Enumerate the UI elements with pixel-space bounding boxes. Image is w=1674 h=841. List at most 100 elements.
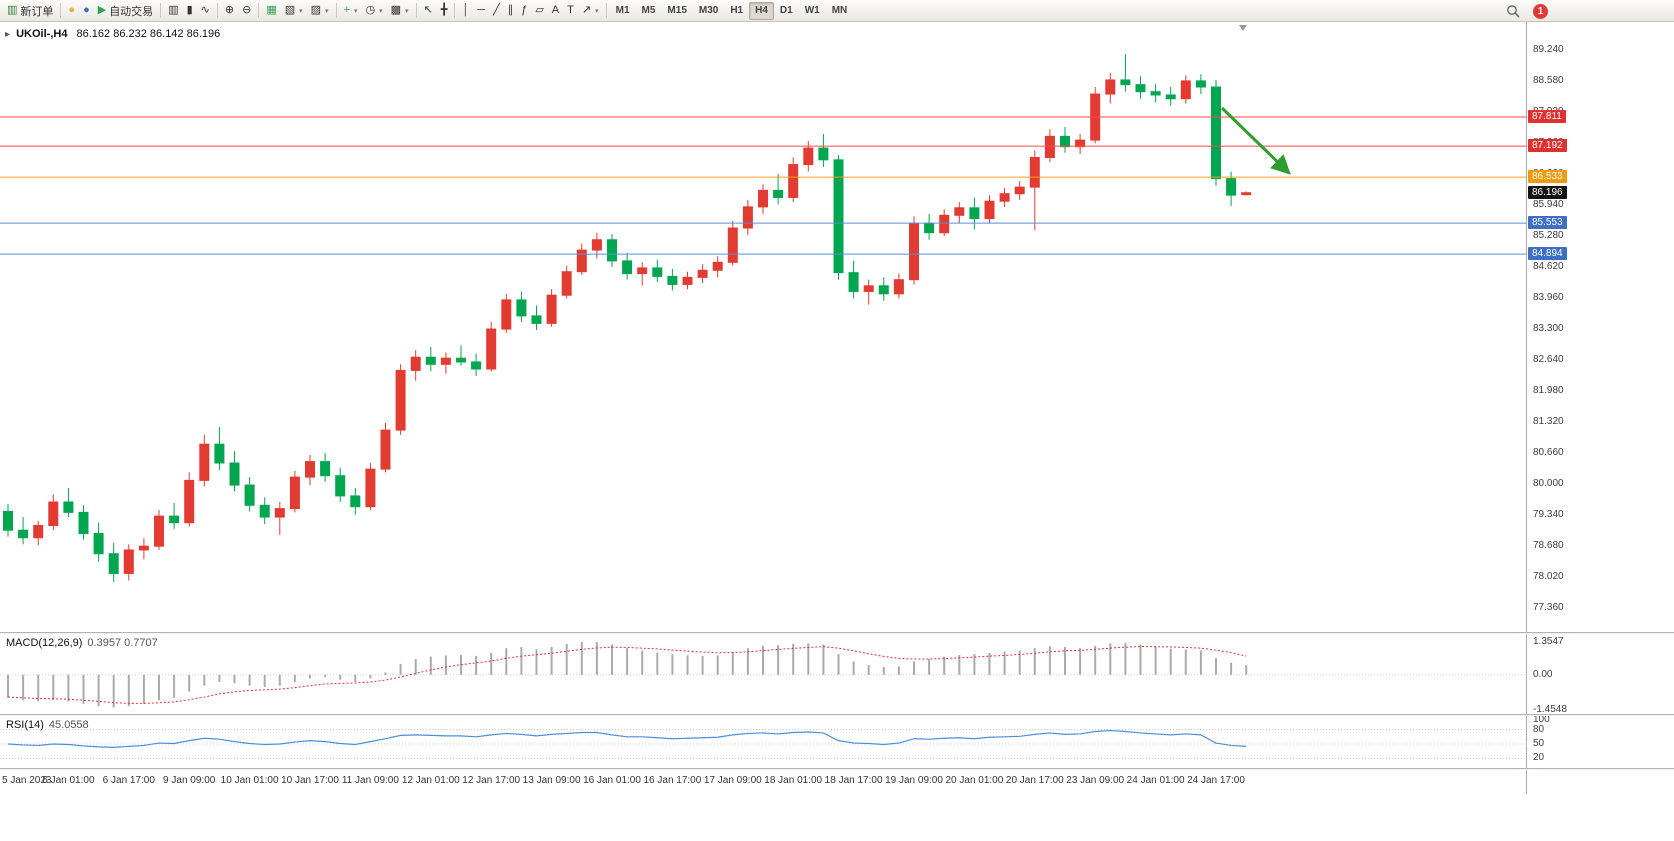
candle-body xyxy=(1211,86,1221,180)
toolbar-separator xyxy=(160,3,162,18)
macd-scale-tick: 0.00 xyxy=(1533,668,1553,680)
candle-body xyxy=(108,553,119,574)
timeframe-h4[interactable]: H4 xyxy=(749,1,774,20)
vertical-line-button[interactable]: │ xyxy=(458,1,473,20)
text-icon: A xyxy=(551,4,560,16)
macd-canvas[interactable] xyxy=(0,634,1526,714)
candle-body xyxy=(622,260,633,275)
candle-body xyxy=(63,501,74,513)
bar-chart-icon: ▥ xyxy=(168,4,179,16)
candle-body xyxy=(456,357,466,363)
templates-icon: ▩ xyxy=(390,4,402,16)
profiles-button[interactable]: ▨ ▾ xyxy=(307,1,333,20)
candle-body xyxy=(697,269,708,278)
toolbar: ▥ 新订单 ● ● ▶ 自动交易 ▥ ▮ ∿ ⊕ ⊖ ▦ ▧ ▾ ▨ ▾ + ▾ ◷ ▾ ▩ ▾ ↖ ╋ │ ─ ╱ ∥ ƒ ▱ A T ↗ ▾ … xyxy=(0,0,1674,22)
label-button[interactable]: T xyxy=(563,1,578,20)
time-axis[interactable]: 5 Jan 2023 6 Jan 01:00 6 Jan 17:00 9 Jan 09… xyxy=(0,770,1526,794)
rsi-name: RSI(14) xyxy=(6,719,44,731)
candle-body xyxy=(999,193,1010,202)
timeframe-d1[interactable]: D1 xyxy=(779,5,793,16)
time-label: 6 Jan 01:00 xyxy=(42,775,95,786)
bar-chart-button[interactable]: ▥ xyxy=(164,1,182,20)
line-chart-button[interactable]: ∿ xyxy=(197,1,214,20)
candle-body xyxy=(833,159,844,274)
auto-trading-button[interactable]: ▶ 自动交易 xyxy=(94,1,157,20)
candle-body xyxy=(607,239,617,262)
macd-values: 0.3957 0.7707 xyxy=(87,637,158,649)
panel-separator[interactable] xyxy=(0,768,1674,770)
candle-body xyxy=(1226,178,1237,196)
time-label: 20 Jan 17:00 xyxy=(1005,775,1064,786)
chevron-down-icon: ▾ xyxy=(405,7,409,15)
price-level-tag: 84.894 xyxy=(1528,247,1567,261)
timeframe-m15[interactable]: M15 xyxy=(667,5,687,16)
horizontal-line-icon: ─ xyxy=(477,4,486,16)
candle-body xyxy=(18,529,29,539)
candle-body xyxy=(1105,79,1116,95)
panel-separator[interactable] xyxy=(0,714,1674,716)
candle-body xyxy=(410,356,421,371)
indicators-button[interactable]: + ▾ xyxy=(340,1,362,20)
accounts-icon: ● xyxy=(83,4,90,16)
price-tick: 85.280 xyxy=(1533,229,1564,241)
macd-label: MACD(12,26,9) 0.3957 0.7707 xyxy=(6,637,158,649)
candle-body xyxy=(758,189,768,208)
cursor-button[interactable]: ↖ xyxy=(420,1,437,20)
price-level-tag: 87.811 xyxy=(1528,110,1566,124)
zoom-in-button[interactable]: ⊕ xyxy=(221,1,238,20)
crosshair-button[interactable]: ╋ xyxy=(437,1,452,20)
time-label: 5 Jan 2023 xyxy=(2,775,52,786)
new-chart-button[interactable]: ▧ ▾ xyxy=(281,1,307,20)
main-chart-canvas[interactable] xyxy=(0,22,1526,632)
price-level-tag: 86.533 xyxy=(1528,170,1567,184)
candlestick-chart-button[interactable]: ▮ xyxy=(183,1,197,20)
timeframe-w1[interactable]: W1 xyxy=(804,5,820,16)
accounts-button[interactable]: ● xyxy=(79,1,94,20)
panel-separator[interactable] xyxy=(0,632,1674,634)
time-label: 19 Jan 09:00 xyxy=(885,775,943,786)
timeframe-m1[interactable]: M1 xyxy=(615,5,630,16)
arrows-button[interactable]: ↗ ▾ xyxy=(578,1,603,20)
shapes-button[interactable]: ▱ xyxy=(531,1,547,20)
search-icon[interactable] xyxy=(1506,4,1521,19)
one-click-trading-toggle[interactable]: ▸ xyxy=(5,29,11,40)
notification-badge[interactable]: 1 xyxy=(1533,3,1548,19)
vertical-line-icon: │ xyxy=(462,4,470,16)
timeframe-mn[interactable]: MN xyxy=(831,5,848,16)
timeframe-m5[interactable]: M5 xyxy=(641,5,656,16)
rsi-label: RSI(14) 45.0558 xyxy=(6,719,89,731)
timeframe-h1[interactable]: H1 xyxy=(730,5,744,16)
trendline-button[interactable]: ╱ xyxy=(489,1,504,20)
trend-arrow-annotation[interactable] xyxy=(1220,106,1291,175)
price-tick: 79.340 xyxy=(1533,509,1564,521)
periods-button[interactable]: ◷ ▾ xyxy=(362,1,387,20)
tile-windows-button[interactable]: ▦ xyxy=(262,1,280,20)
candle-body xyxy=(320,461,331,477)
text-button[interactable]: A xyxy=(548,1,563,20)
rsi-canvas[interactable] xyxy=(0,716,1526,768)
rsi-scale-tick: 50 xyxy=(1533,738,1545,749)
price-tick: 80.000 xyxy=(1533,478,1564,490)
templates-button[interactable]: ▩ ▾ xyxy=(387,1,413,20)
horizontal-line-button[interactable]: ─ xyxy=(473,1,489,20)
chevron-down-icon: ▾ xyxy=(379,7,383,15)
candle-body xyxy=(682,276,693,285)
timeframe-m30[interactable]: M30 xyxy=(698,5,719,16)
time-label: 17 Jan 09:00 xyxy=(703,775,762,786)
time-label: 12 Jan 17:00 xyxy=(462,775,521,786)
price-tick: 83.960 xyxy=(1533,292,1564,304)
equidistant-channel-button[interactable]: ∥ xyxy=(504,1,518,20)
price-scale[interactable]: 89.24088.58087.92087.26086.60085.94085.2… xyxy=(1526,22,1674,794)
price-tick: 81.980 xyxy=(1533,385,1564,397)
toolbar-separator xyxy=(258,3,260,18)
alerts-button[interactable]: ● xyxy=(64,1,79,20)
candle-body xyxy=(969,207,980,220)
fibonacci-button[interactable]: ƒ xyxy=(517,1,531,20)
chart-header: ▸ UKOil-,H4 86.162 86.232 86.142 86.196 xyxy=(5,28,220,40)
macd-name: MACD(12,26,9) xyxy=(6,637,83,649)
time-label: 20 Jan 01:00 xyxy=(945,775,1004,786)
time-label: 18 Jan 17:00 xyxy=(824,775,883,786)
chart-shift-marker[interactable] xyxy=(1239,25,1247,31)
zoom-out-button[interactable]: ⊖ xyxy=(238,1,255,20)
new-order-button[interactable]: ▥ 新订单 xyxy=(3,1,57,20)
